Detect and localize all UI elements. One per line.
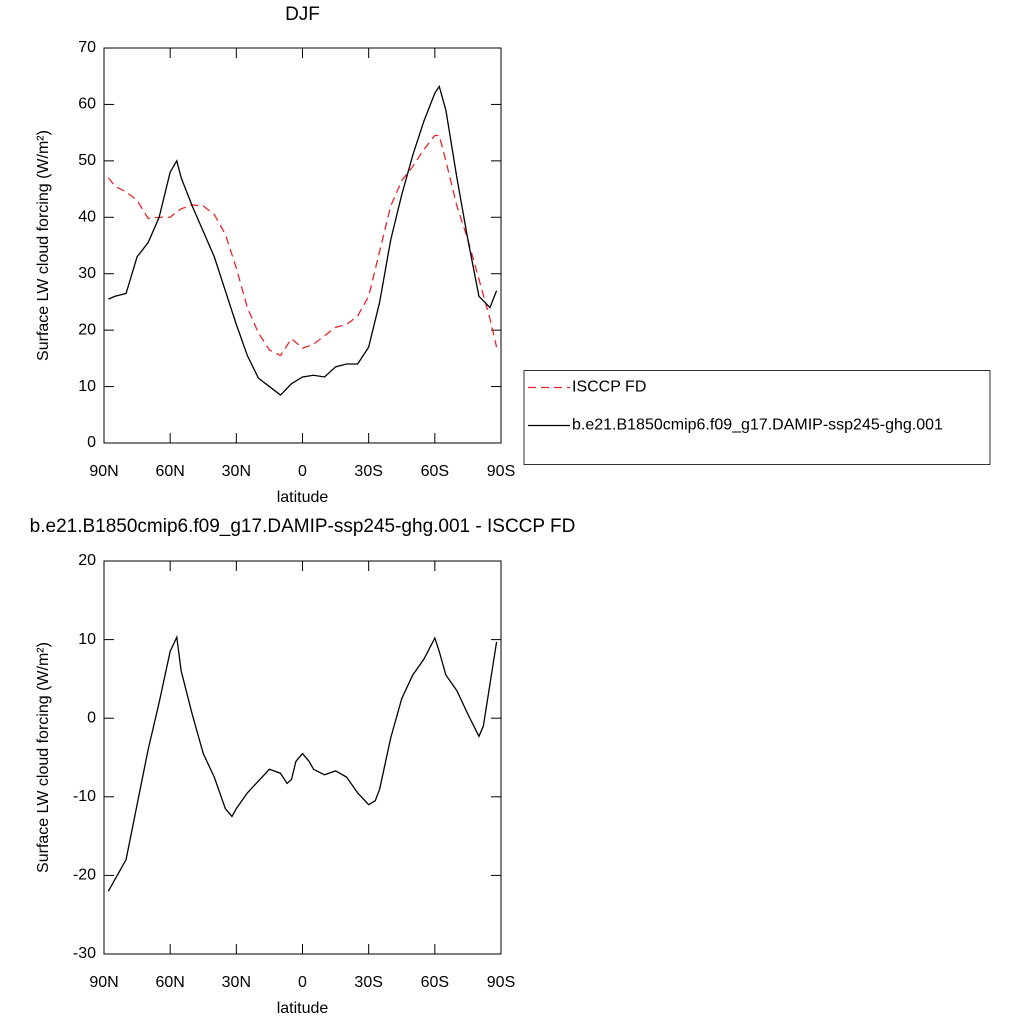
x-tick-label: 30N bbox=[222, 463, 251, 480]
legend-box bbox=[523, 370, 991, 465]
x-tick-label: 60N bbox=[155, 463, 184, 480]
legend-label: ISCCP FD bbox=[572, 379, 646, 396]
x-tick-label: 90N bbox=[89, 974, 118, 991]
data-line bbox=[108, 84, 498, 396]
plot-frame bbox=[103, 47, 502, 444]
x-tick-label: 90S bbox=[487, 974, 515, 991]
y-tick-label: -20 bbox=[73, 867, 96, 884]
y-tick-label: -10 bbox=[73, 788, 96, 805]
y-tick-label: 0 bbox=[87, 709, 96, 726]
y-tick-label: 20 bbox=[78, 552, 96, 569]
x-axis-label: latitude bbox=[277, 489, 329, 506]
x-tick-label: 0 bbox=[298, 463, 307, 480]
legend-label: b.e21.B1850cmip6.f09_g17.DAMIP-ssp245-gh… bbox=[572, 417, 943, 434]
y-tick-label: 20 bbox=[78, 321, 96, 338]
chart-title: DJF bbox=[285, 4, 320, 25]
y-tick-label: 10 bbox=[78, 631, 96, 648]
y-tick-label: 60 bbox=[78, 96, 96, 113]
y-tick-label: 10 bbox=[78, 378, 96, 395]
x-axis-label: latitude bbox=[277, 1000, 329, 1017]
x-tick-label: 90S bbox=[487, 463, 515, 480]
chart-title: b.e21.B1850cmip6.f09_g17.DAMIP-ssp245-gh… bbox=[30, 516, 576, 537]
y-tick-label: 70 bbox=[78, 39, 96, 56]
y-axis-label: Surface LW cloud forcing (W/m²) bbox=[35, 130, 52, 361]
y-tick-label: 50 bbox=[78, 152, 96, 169]
data-line bbox=[107, 634, 498, 892]
x-tick-label: 30S bbox=[354, 974, 382, 991]
x-tick-label: 60N bbox=[155, 974, 184, 991]
y-tick-label: 30 bbox=[78, 265, 96, 282]
y-tick-label: 0 bbox=[87, 434, 96, 451]
x-tick-label: 90N bbox=[89, 463, 118, 480]
plot-frame bbox=[103, 560, 502, 955]
x-tick-label: 30S bbox=[354, 463, 382, 480]
data-line bbox=[107, 134, 498, 357]
x-tick-label: 60S bbox=[421, 974, 449, 991]
y-tick-label: -30 bbox=[73, 945, 96, 962]
y-tick-label: 40 bbox=[78, 209, 96, 226]
x-tick-label: 30N bbox=[222, 974, 251, 991]
x-tick-label: 60S bbox=[421, 463, 449, 480]
x-tick-label: 0 bbox=[298, 974, 307, 991]
y-axis-label: Surface LW cloud forcing (W/m²) bbox=[35, 642, 52, 873]
